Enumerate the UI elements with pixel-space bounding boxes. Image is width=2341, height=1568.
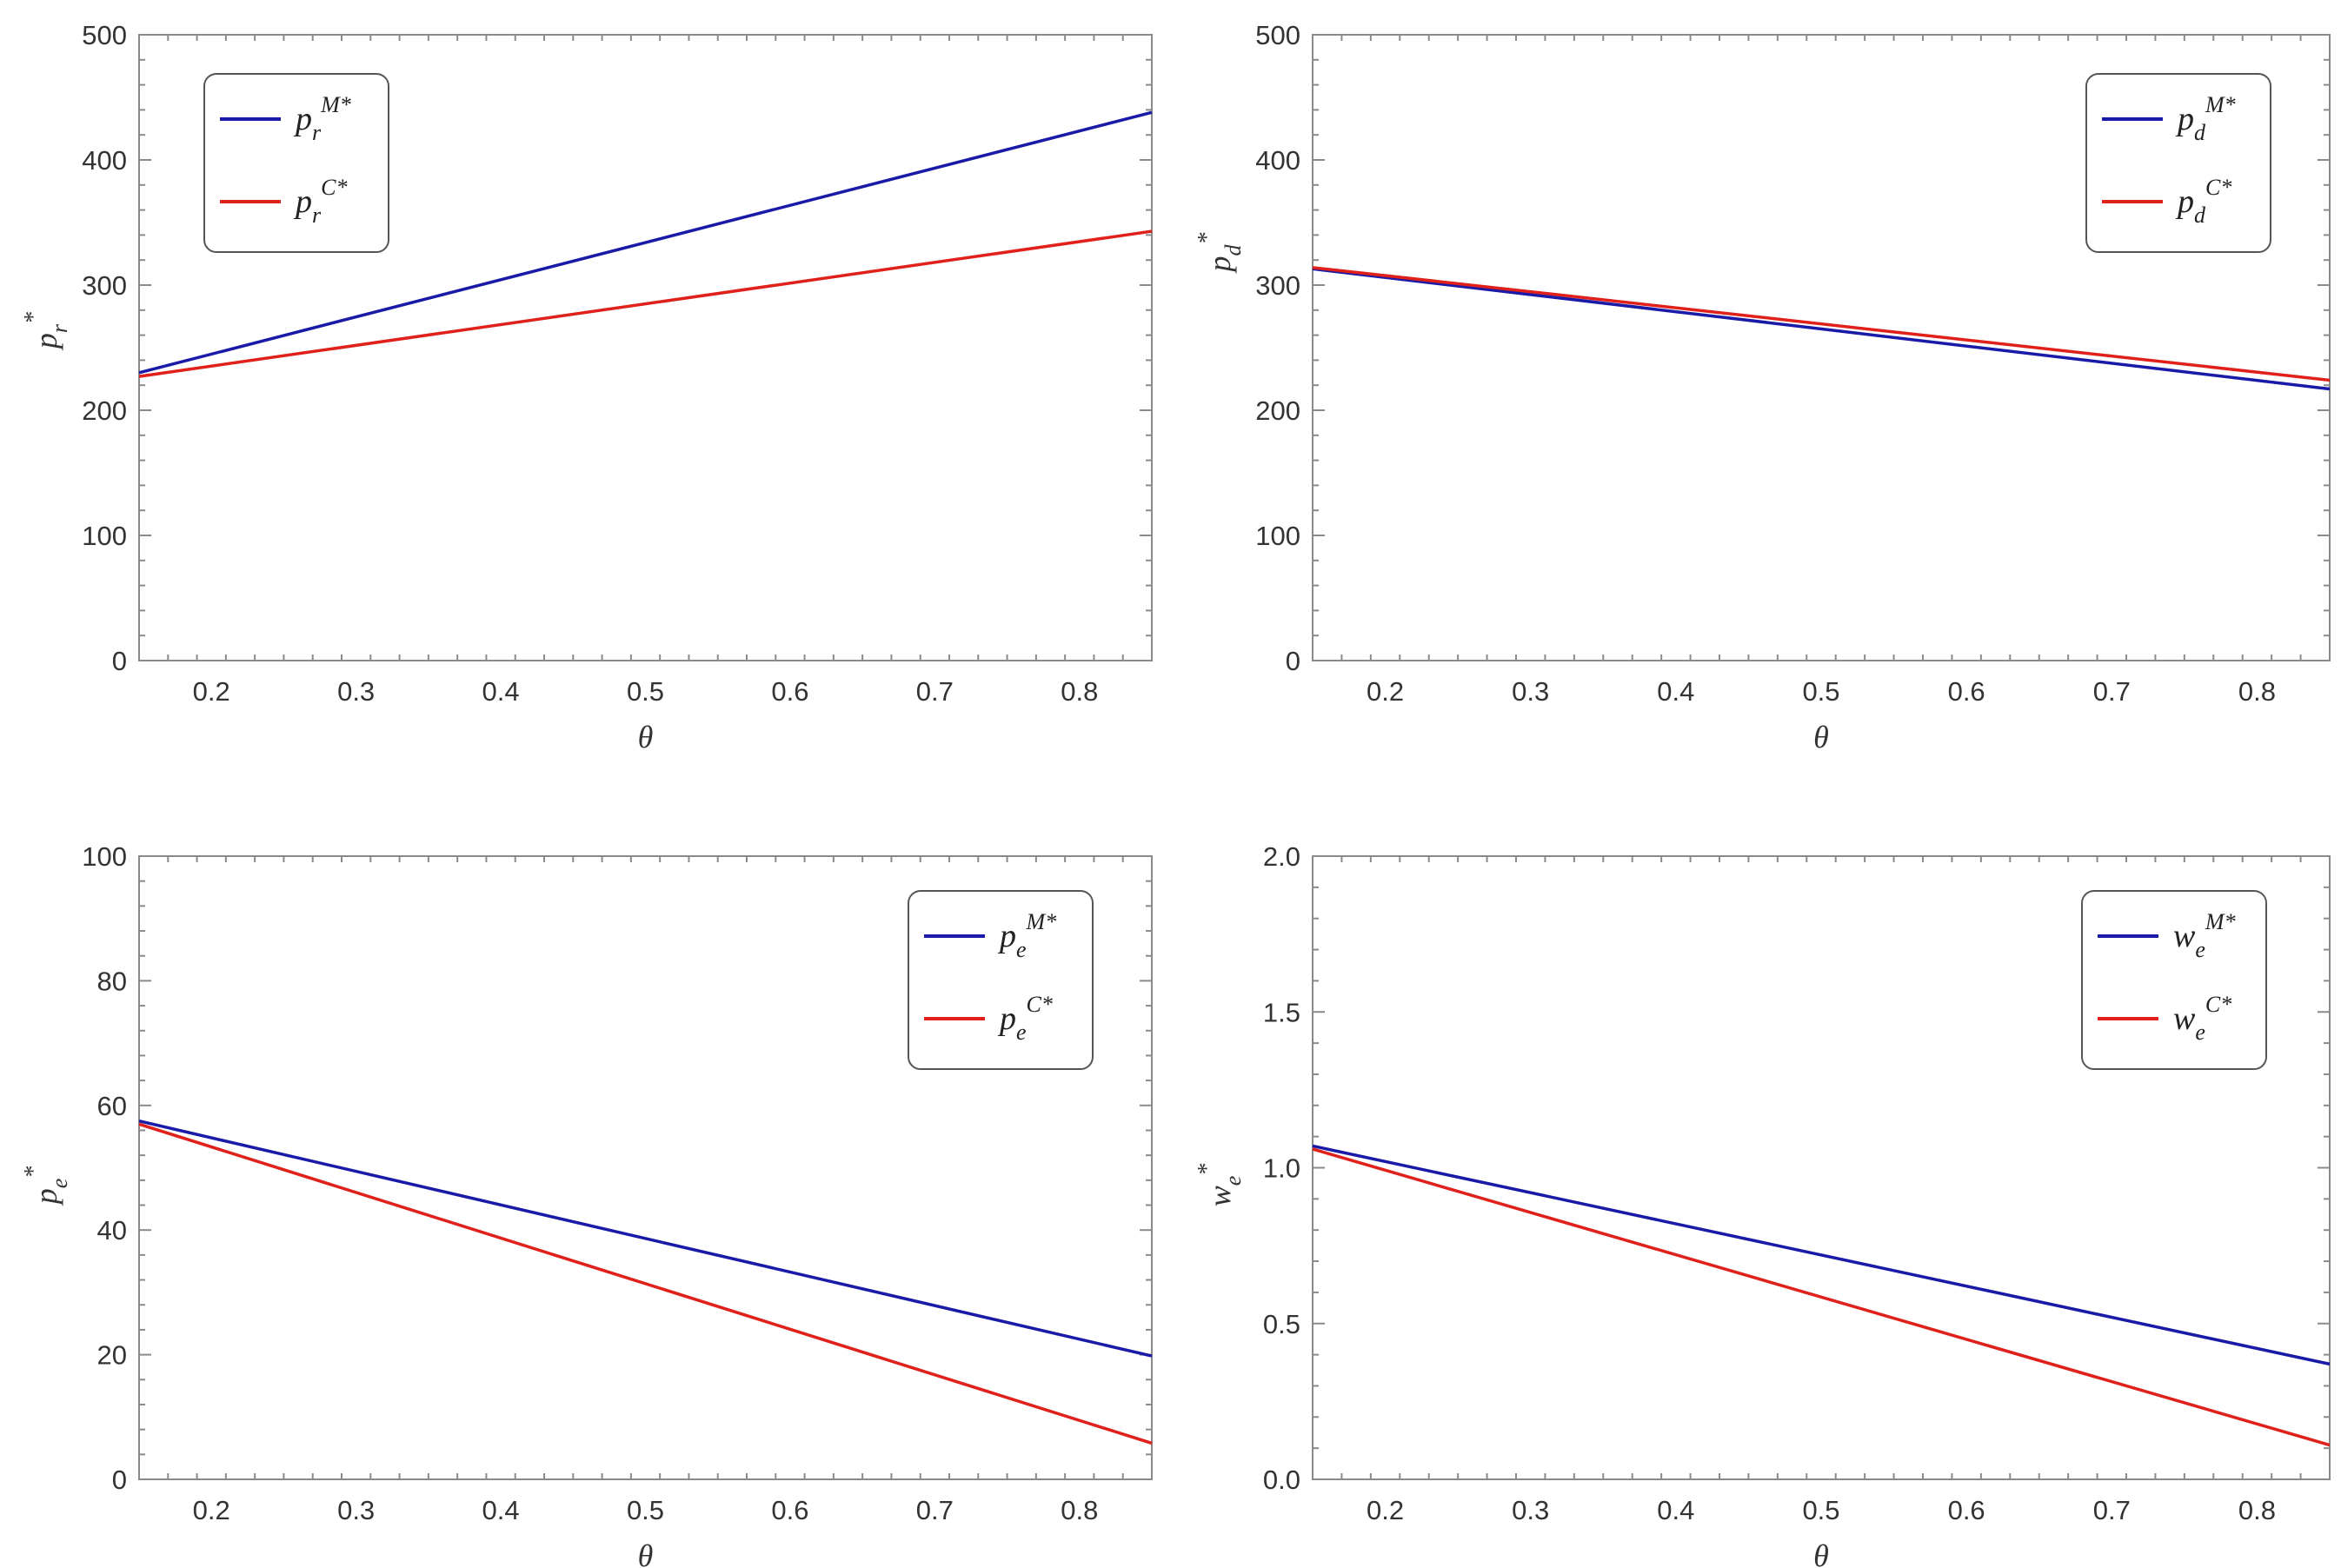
- y-axis-label: we*: [1194, 1164, 1246, 1207]
- x-tick-label: 0.3: [337, 1495, 375, 1525]
- legend-label: prC*: [293, 175, 347, 228]
- legend: peM* peC*: [908, 890, 1094, 1070]
- x-tick-label: 0.8: [2238, 1495, 2276, 1525]
- legend-label: peC*: [997, 992, 1053, 1045]
- plot-frame: [1312, 34, 2331, 661]
- y-tick-label: 400: [82, 145, 127, 176]
- y-tick-label: 100: [1255, 521, 1300, 551]
- x-tick-label: 0.4: [482, 676, 520, 707]
- x-tick-label: 0.7: [916, 676, 954, 707]
- y-tick-label: 1.0: [1263, 1153, 1300, 1184]
- chart-panel-1: 0.2 0.3 0.4 0.5 0.6 0.7 0.8 0 100 200 300 400 500 θ pr…: [20, 20, 1153, 754]
- y-tick-label: 300: [82, 270, 127, 301]
- series-line-c: [1312, 1147, 2331, 1447]
- legend: pdM* pdC*: [2085, 73, 2271, 253]
- x-tick-label: 0.7: [2093, 1495, 2131, 1525]
- x-tick-label: 0.5: [627, 676, 664, 707]
- y-tick-label: 80: [97, 966, 127, 996]
- x-tick-label: 0.5: [1802, 676, 1839, 707]
- y-tick-label: 100: [82, 521, 127, 551]
- legend-label: pdC*: [2175, 175, 2231, 228]
- y-tick-label: 1.5: [1263, 997, 1300, 1027]
- legend-label: weM*: [2173, 909, 2236, 962]
- y-tick-label: 0: [112, 1465, 127, 1495]
- x-axis-label: θ: [638, 720, 654, 754]
- series-line-c: [138, 1122, 1153, 1445]
- x-tick-label: 0.5: [1802, 1495, 1839, 1525]
- y-axis-label: pd*: [1194, 233, 1246, 275]
- y-axis-label: pe*: [20, 1166, 72, 1207]
- legend-label: prM*: [293, 92, 351, 145]
- x-tick-label: 0.2: [1367, 676, 1404, 707]
- y-tick-label: 0.5: [1263, 1309, 1300, 1339]
- y-tick-label: 400: [1255, 145, 1300, 176]
- plot-frame: [138, 855, 1153, 1480]
- y-tick-label: 0.0: [1263, 1465, 1300, 1495]
- y-tick-label: 200: [82, 395, 127, 426]
- y-tick-label: 0: [112, 646, 127, 676]
- series-line-m: [1312, 267, 2331, 391]
- chart-panel-4: 0.2 0.3 0.4 0.5 0.6 0.7 0.8 0.0 0.5 1.0 1.5 2.0 θ we*…: [1194, 841, 2331, 1568]
- svg-text:pr*: pr*: [20, 312, 72, 351]
- y-tick-label: 500: [1255, 20, 1300, 50]
- x-tick-label: 0.6: [771, 1495, 808, 1525]
- x-tick-label: 0.3: [337, 676, 375, 707]
- series-line-c: [1312, 266, 2331, 382]
- y-axis-label: pr*: [20, 312, 72, 351]
- x-axis-label: θ: [1813, 1538, 1829, 1568]
- x-tick-label: 0.6: [1948, 1495, 1985, 1525]
- series-line-m: [138, 110, 1153, 375]
- y-tick-label: 2.0: [1263, 841, 1300, 872]
- x-tick-label: 0.7: [2093, 676, 2131, 707]
- chart-panel-2: 0.2 0.3 0.4 0.5 0.6 0.7 0.8 0 100 200 300 400 500 θ pd…: [1194, 20, 2331, 754]
- svg-text:pe*: pe*: [20, 1166, 72, 1207]
- series-line-m: [1312, 1144, 2331, 1366]
- svg-text:we*: we*: [1194, 1164, 1246, 1207]
- y-tick-label: 60: [97, 1091, 127, 1121]
- x-tick-label: 0.8: [1061, 1495, 1098, 1525]
- svg-text:pd*: pd*: [1194, 233, 1246, 275]
- plot-frame: [138, 34, 1153, 661]
- x-tick-label: 0.7: [916, 1495, 954, 1525]
- x-tick-label: 0.2: [193, 676, 230, 707]
- y-tick-label: 40: [97, 1215, 127, 1246]
- x-tick-label: 0.3: [1512, 1495, 1549, 1525]
- x-tick-label: 0.6: [1948, 676, 1985, 707]
- y-tick-label: 20: [97, 1340, 127, 1371]
- x-tick-label: 0.6: [771, 676, 808, 707]
- y-tick-label: 500: [82, 20, 127, 50]
- x-tick-label: 0.8: [2238, 676, 2276, 707]
- y-tick-label: 300: [1255, 270, 1300, 301]
- legend: prM* prC*: [203, 73, 389, 253]
- legend-label: weC*: [2173, 992, 2231, 1045]
- x-tick-label: 0.3: [1512, 676, 1549, 707]
- x-tick-label: 0.2: [193, 1495, 230, 1525]
- x-axis-label: θ: [1813, 720, 1829, 754]
- x-tick-label: 0.4: [482, 1495, 520, 1525]
- chart-panel-3: 0.2 0.3 0.4 0.5 0.6 0.7 0.8 0 20 40 60 80 100 θ pe* peM…: [20, 841, 1153, 1568]
- series-line-c: [138, 229, 1153, 378]
- x-tick-label: 0.4: [1657, 676, 1694, 707]
- x-tick-label: 0.8: [1061, 676, 1098, 707]
- y-tick-label: 0: [1286, 646, 1300, 676]
- y-tick-label: 200: [1255, 395, 1300, 426]
- x-tick-label: 0.2: [1367, 1495, 1404, 1525]
- x-axis-label: θ: [638, 1538, 654, 1568]
- x-tick-label: 0.5: [627, 1495, 664, 1525]
- legend-label: peM*: [997, 909, 1056, 962]
- series-line-m: [138, 1120, 1153, 1358]
- y-tick-label: 100: [82, 841, 127, 872]
- legend-label: pdM*: [2175, 92, 2236, 145]
- legend: weM* weC*: [2081, 890, 2267, 1070]
- x-tick-label: 0.4: [1657, 1495, 1694, 1525]
